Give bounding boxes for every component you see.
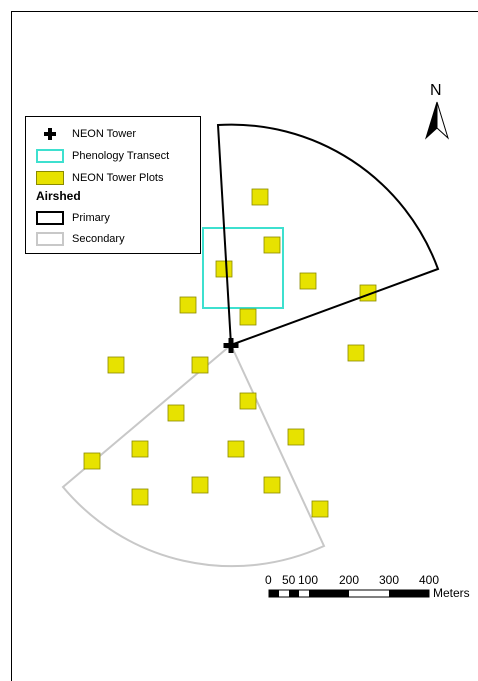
tower-plot bbox=[239, 392, 257, 410]
tower-plot bbox=[131, 440, 149, 458]
tower-plot bbox=[191, 476, 209, 494]
tower-plot bbox=[239, 308, 257, 326]
tower-plot bbox=[107, 356, 125, 374]
map-frame bbox=[11, 11, 478, 681]
scale-segment bbox=[289, 590, 299, 597]
scale-tick-label: 100 bbox=[298, 573, 319, 587]
legend-label: Primary bbox=[72, 212, 110, 224]
north-label: N bbox=[430, 82, 442, 99]
legend-label: NEON Tower bbox=[72, 128, 136, 140]
tower-plot bbox=[227, 440, 245, 458]
transect-swatch bbox=[36, 149, 64, 163]
tower-plot bbox=[263, 476, 281, 494]
north-arrow-icon bbox=[424, 101, 450, 140]
neon-tower-marker bbox=[223, 338, 239, 353]
primary-airshed-wedge bbox=[216, 123, 440, 347]
tower-plot bbox=[179, 296, 197, 314]
tower-plot bbox=[287, 428, 305, 446]
tower-plot bbox=[215, 260, 233, 278]
scale-tick-label: 50 bbox=[282, 573, 296, 587]
scale-segment bbox=[309, 590, 349, 597]
secondary-swatch bbox=[36, 232, 64, 246]
scale-tick-label: 0 bbox=[265, 573, 272, 587]
tower-plot bbox=[191, 356, 209, 374]
cross-icon bbox=[44, 128, 56, 140]
tower-plot bbox=[299, 272, 317, 290]
phenology-transect bbox=[202, 227, 284, 309]
tower-plot bbox=[347, 344, 365, 362]
tower-plot bbox=[167, 404, 185, 422]
tower-plot bbox=[251, 188, 269, 206]
tower-plots bbox=[83, 188, 377, 518]
scale-tick-label: 300 bbox=[379, 573, 400, 587]
scale-tick-label: 200 bbox=[339, 573, 360, 587]
plot-swatch bbox=[36, 171, 64, 185]
scale-unit-label: Meters bbox=[433, 586, 470, 600]
map-legend: NEON Tower Phenology Transect NEON Tower… bbox=[25, 116, 201, 254]
scale-segment bbox=[389, 590, 429, 597]
tower-plot bbox=[263, 236, 281, 254]
scale-segment bbox=[269, 590, 279, 597]
primary-swatch bbox=[36, 211, 64, 225]
scale-tick-label: 400 bbox=[419, 573, 440, 587]
legend-heading-airshed: Airshed bbox=[36, 189, 81, 203]
scale-bar bbox=[268, 589, 430, 598]
legend-label: Secondary bbox=[72, 233, 125, 245]
tower-plot bbox=[311, 500, 329, 518]
legend-label: Phenology Transect bbox=[72, 150, 170, 162]
tower-plot bbox=[83, 452, 101, 470]
tower-plot bbox=[131, 488, 149, 506]
secondary-airshed-wedge bbox=[61, 343, 326, 568]
legend-label: NEON Tower Plots bbox=[72, 172, 164, 184]
